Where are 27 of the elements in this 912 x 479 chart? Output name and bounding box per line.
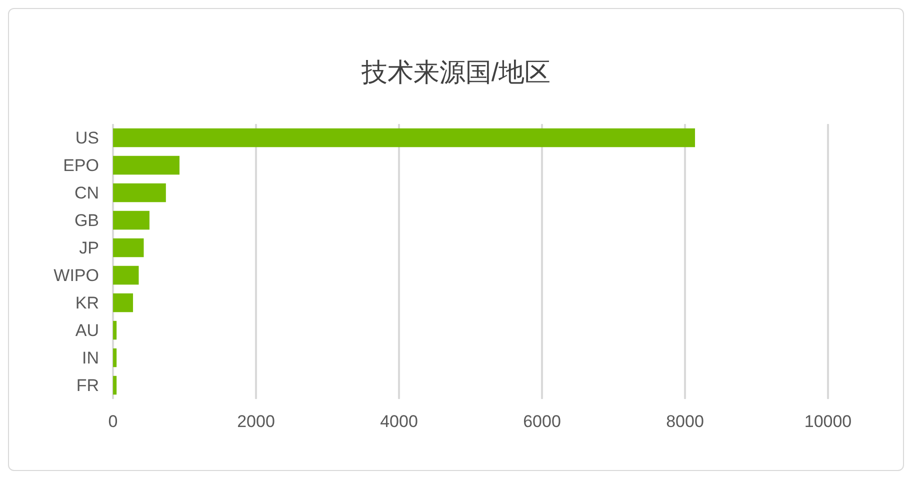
bar	[113, 183, 166, 202]
y-tick-label: JP	[79, 238, 99, 258]
bar	[113, 266, 139, 285]
bar	[113, 156, 180, 175]
bar	[113, 320, 117, 340]
y-tick-label: CN	[74, 183, 99, 202]
bar	[113, 238, 144, 258]
y-tick-label: IN	[82, 348, 99, 368]
bar	[113, 376, 117, 395]
x-tick-label: 0	[108, 412, 118, 431]
x-tick-label: 4000	[380, 412, 418, 431]
x-tick-label: 6000	[523, 412, 561, 431]
chart-title: 技术来源国/地区	[360, 57, 551, 87]
y-tick-label: WIPO	[54, 266, 99, 285]
x-tick-label: 2000	[237, 412, 275, 431]
y-tick-label: EPO	[63, 156, 99, 175]
bar	[113, 210, 150, 230]
y-tick-label: GB	[74, 210, 99, 230]
y-tick-label: US	[75, 128, 99, 148]
y-tick-label: KR	[75, 293, 99, 312]
bar	[113, 348, 117, 368]
y-tick-label: FR	[76, 376, 99, 395]
x-tick-label: 10000	[804, 412, 852, 431]
bar	[113, 128, 696, 148]
y-tick-label: AU	[75, 320, 99, 340]
bar	[113, 293, 134, 312]
x-tick-label: 8000	[666, 412, 704, 431]
